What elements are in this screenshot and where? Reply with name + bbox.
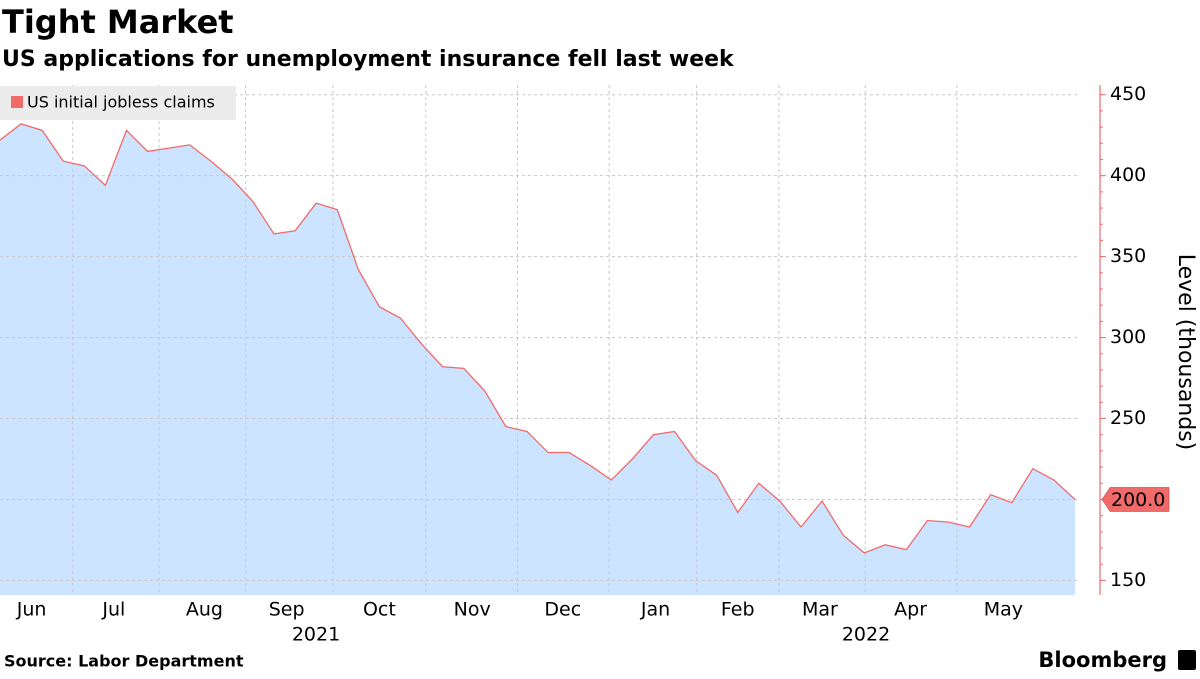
legend-box xyxy=(0,86,236,120)
y-axis-title: Level (thousands) xyxy=(1173,254,1198,451)
x-tick-label: May xyxy=(984,599,1023,621)
line xyxy=(0,123,1076,554)
x-tick-label: Nov xyxy=(454,599,491,621)
y-tick-label: 400 xyxy=(1110,164,1146,186)
year-label: 2021 xyxy=(292,624,340,646)
brand-icon xyxy=(1178,650,1196,670)
source: Source: Labor Department xyxy=(4,652,244,671)
value-label: 200.0 xyxy=(1111,489,1165,511)
x-tick-label: Aug xyxy=(186,599,223,621)
value-label-box xyxy=(1101,487,1170,512)
chart-subtitle: US applications for unemployment insuran… xyxy=(2,47,735,72)
area xyxy=(0,123,1075,595)
y-tick-label: 300 xyxy=(1110,326,1146,348)
y-tick-label: 350 xyxy=(1110,245,1146,267)
legend-label: US initial jobless claims xyxy=(27,93,215,112)
brand: Bloomberg xyxy=(1038,648,1167,672)
x-tick-label: Sep xyxy=(269,599,305,621)
legend-swatch xyxy=(11,96,23,108)
x-tick-label: Jun xyxy=(16,599,47,621)
x-tick-label: Jul xyxy=(101,599,125,621)
x-tick-label: Dec xyxy=(544,599,581,621)
year-label: 2022 xyxy=(842,624,890,646)
x-tick-label: Feb xyxy=(721,599,755,621)
x-tick-label: Mar xyxy=(802,599,838,621)
y-tick-label: 450 xyxy=(1110,83,1146,105)
chart-title: Tight Market xyxy=(2,3,234,41)
x-tick-label: Jan xyxy=(640,599,670,621)
x-tick-label: Oct xyxy=(363,599,396,621)
y-tick-label: 250 xyxy=(1110,407,1146,429)
x-tick-label: Apr xyxy=(894,599,927,621)
y-tick-label: 150 xyxy=(1110,569,1146,591)
